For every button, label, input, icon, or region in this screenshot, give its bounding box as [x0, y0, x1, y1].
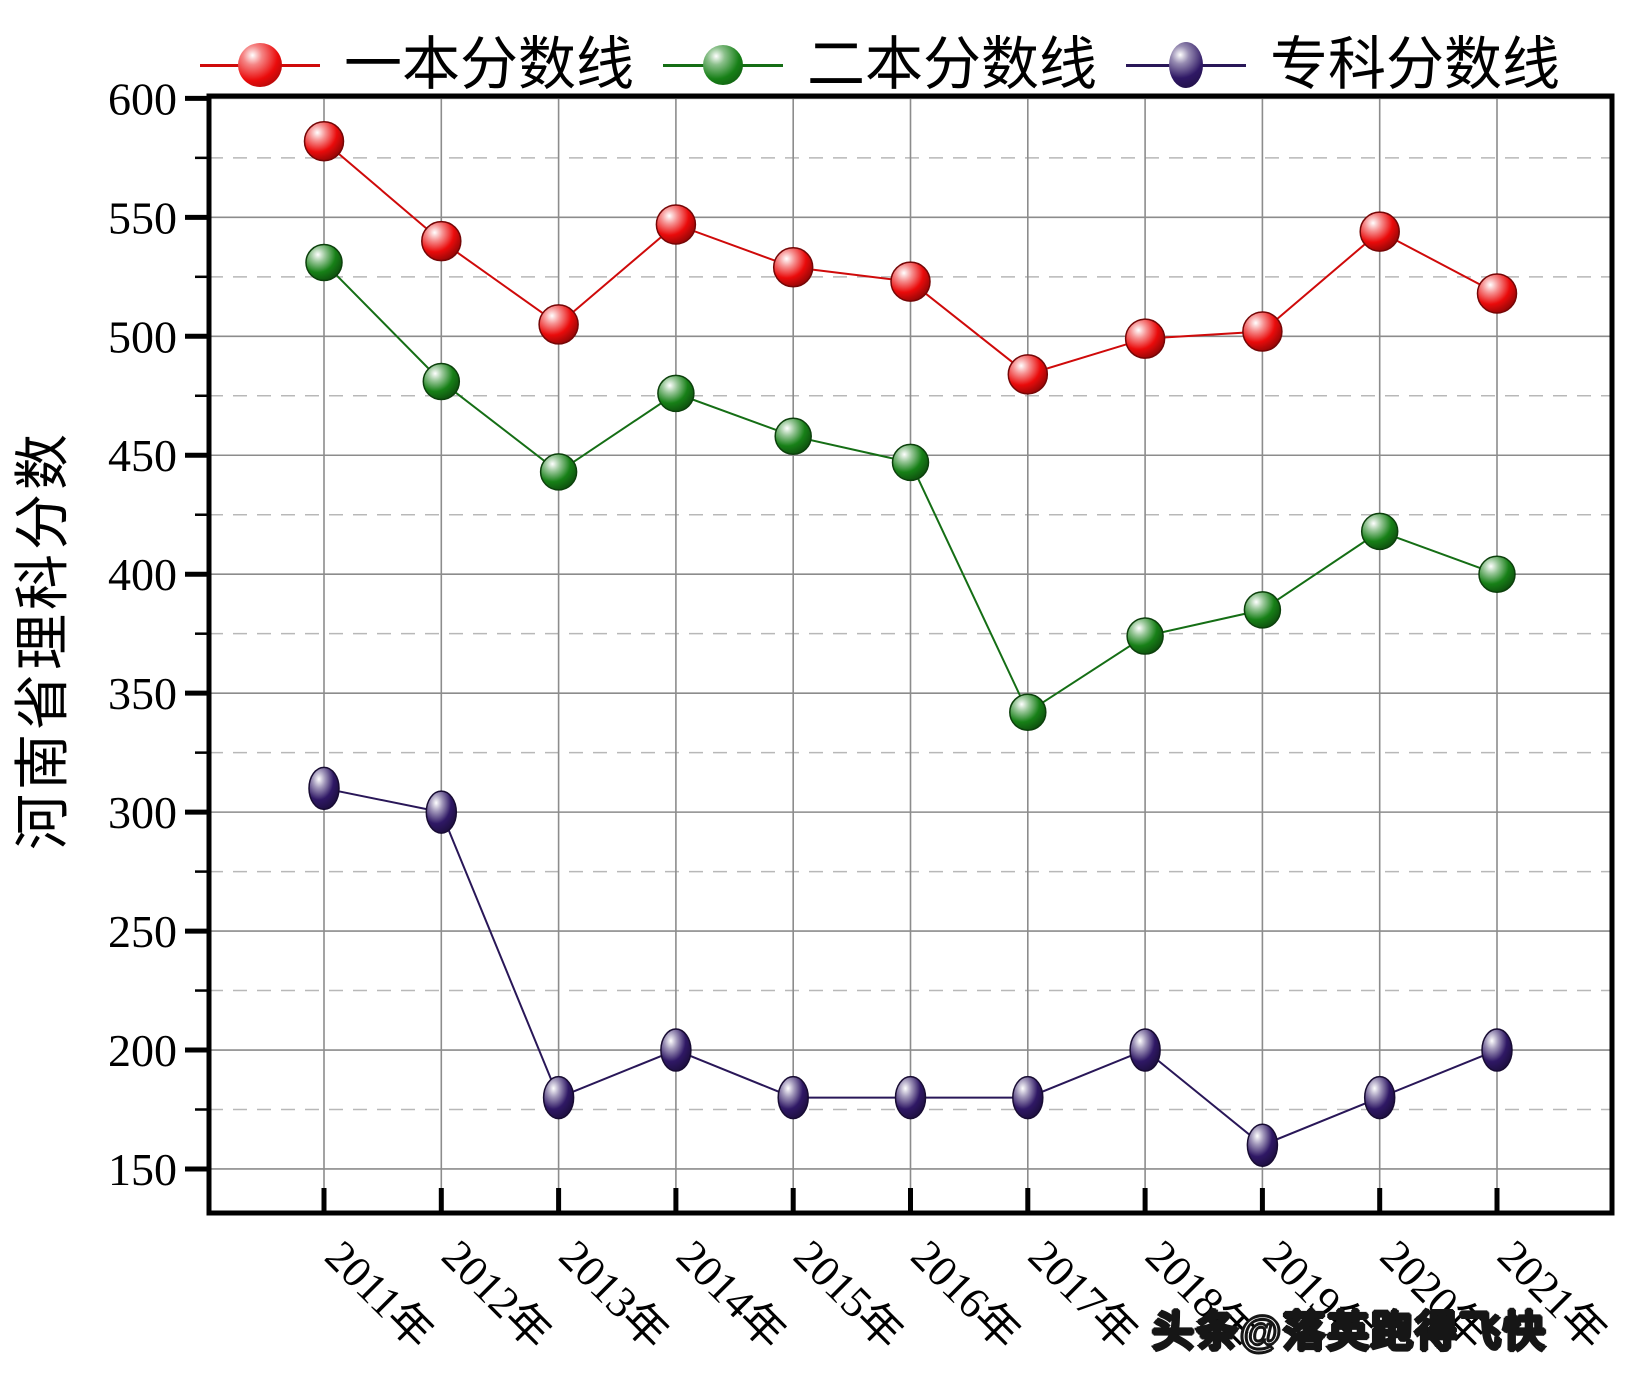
data-point: [774, 417, 812, 455]
y-axis-title: 河南省理科分数: [13, 430, 75, 850]
data-point: [1007, 354, 1049, 395]
data-point: [1476, 273, 1518, 314]
x-tick-label: 2012年: [433, 1231, 561, 1359]
vocational-marker-icon: [1125, 37, 1246, 93]
first-tier-marker-icon: [200, 37, 320, 93]
data-point: [1360, 512, 1399, 551]
x-tick-label: 2011年: [316, 1231, 443, 1358]
y-tick-label: 300: [108, 787, 177, 838]
data-point: [891, 443, 930, 482]
y-tick-label: 450: [108, 430, 177, 481]
y-tick-label: 250: [108, 906, 177, 957]
legend-label: 二本分数线: [806, 32, 1097, 97]
y-tick-label: 500: [108, 311, 177, 362]
data-point: [1009, 693, 1047, 731]
watermark: 头条@落英跑得飞快: [1151, 1307, 1547, 1356]
data-point: [305, 243, 343, 282]
data-point: [894, 1075, 927, 1120]
vocational-series: [308, 766, 1513, 1167]
second-tier-series: [305, 243, 1516, 731]
y-tick-label: 150: [108, 1144, 177, 1195]
data-point: [660, 1028, 692, 1072]
data-point: [1129, 1028, 1161, 1072]
axis-ticks: [185, 95, 1500, 1212]
data-point: [422, 362, 461, 401]
legend-sphere-icon: [1168, 42, 1203, 88]
data-point: [538, 304, 579, 345]
data-point: [657, 374, 695, 413]
x-tick-label: 2015年: [784, 1231, 912, 1359]
data-point: [303, 120, 345, 162]
legend-item-vocational: 专科分数线: [1125, 32, 1560, 97]
legend-item-second-tier: 二本分数线: [662, 32, 1097, 97]
data-point: [308, 766, 340, 811]
data-point: [1363, 1075, 1396, 1120]
chart-legend: 一本分数线 二本分数线 专科分数线: [200, 10, 1560, 120]
data-point: [890, 261, 931, 302]
data-point: [421, 220, 462, 262]
x-tick-label: 2013年: [550, 1231, 678, 1359]
data-point: [1243, 591, 1282, 629]
y-tick-label: 350: [108, 668, 177, 719]
legend-item-first-tier: 一本分数线: [200, 36, 634, 94]
legend-sphere-icon: [238, 43, 282, 87]
second-tier-marker-icon: [662, 37, 783, 93]
plot-frame: [206, 93, 1615, 1216]
data-point: [542, 1075, 575, 1120]
y-tick-label: 550: [108, 192, 177, 243]
legend-label: 一本分数线: [344, 32, 635, 97]
data-point: [655, 204, 697, 245]
data-point: [539, 453, 578, 491]
first-tier-series: [303, 120, 1518, 395]
data-point: [1478, 555, 1516, 593]
y-tick-label: 400: [108, 549, 177, 600]
data-point: [425, 790, 458, 834]
x-tick-label: 2016年: [902, 1231, 1030, 1359]
data-point: [1124, 318, 1166, 359]
x-tick-label: 2017年: [1019, 1231, 1147, 1359]
legend-label: 专科分数线: [1269, 32, 1560, 97]
data-point: [1481, 1028, 1513, 1072]
vertical-gridlines: [323, 96, 1498, 1213]
y-tick-label: 600: [108, 73, 177, 124]
y-tick-label: 200: [108, 1025, 177, 1076]
data-point: [1012, 1075, 1044, 1120]
data-series: [303, 120, 1518, 1167]
x-tick-label: 2014年: [667, 1231, 795, 1359]
data-point: [1246, 1123, 1279, 1167]
data-point: [1242, 311, 1283, 352]
data-point: [777, 1075, 809, 1120]
data-point: [1359, 211, 1400, 252]
data-point: [772, 247, 814, 288]
y-tick-labels: 150 200 250 300 350 400 450 500 550 600: [108, 73, 177, 1195]
legend-sphere-icon: [702, 45, 743, 85]
data-point: [1126, 617, 1164, 655]
